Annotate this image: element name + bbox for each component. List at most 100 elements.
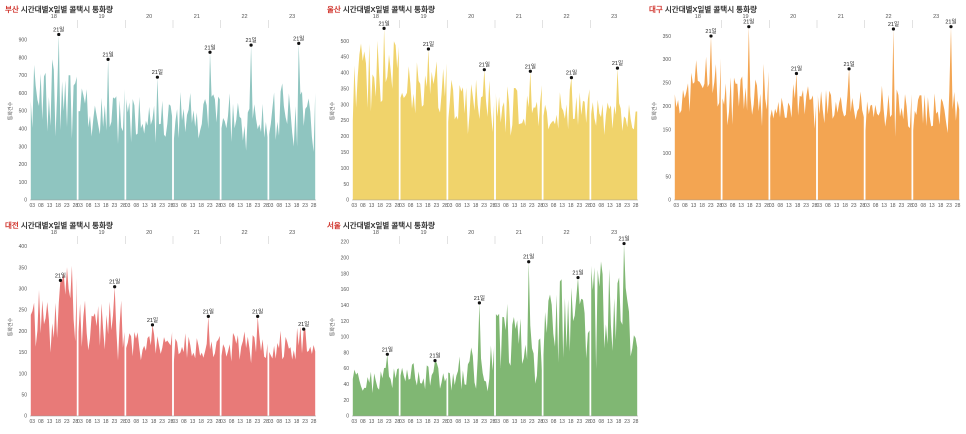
x-tick-label: 18 (520, 203, 526, 209)
y-tick-label: 100 (341, 166, 350, 172)
facet-label: 23 (289, 14, 295, 20)
x-tick-label: 23 (386, 419, 392, 425)
x-tick-label: 03 (352, 419, 358, 425)
city-name: 대구 (649, 5, 663, 14)
facet-label: 19 (420, 14, 426, 20)
x-tick-label: 08 (503, 419, 509, 425)
area-series (913, 26, 960, 201)
area-series (448, 69, 495, 200)
x-tick-label: 13 (94, 419, 100, 425)
y-tick-label: 200 (341, 255, 350, 261)
x-tick-label: 13 (464, 203, 470, 209)
facet-label: 20 (468, 230, 474, 236)
x-tick-label: 13 (47, 203, 53, 209)
y-tick-label: 900 (19, 38, 28, 44)
x-tick-label: 28 (490, 419, 496, 425)
x-tick-label: 13 (738, 203, 744, 209)
x-tick-label: 18 (890, 203, 896, 209)
x-tick-label: 23 (64, 419, 70, 425)
y-tick-label: 400 (19, 127, 28, 133)
y-tick-label: 0 (346, 198, 349, 204)
title-text: 시간대별X일별 콜택시 통화량 (342, 221, 435, 230)
y-axis-label: 통화건수 (7, 317, 14, 336)
x-tick-label: 03 (125, 203, 131, 209)
x-tick-label: 03 (542, 203, 548, 209)
x-tick-label: 23 (946, 203, 952, 209)
area-series (591, 68, 638, 200)
facet-label: 23 (289, 230, 295, 236)
x-tick-label: 13 (691, 203, 697, 209)
facet-label: 18 (51, 230, 57, 236)
peak-annotation: 21일 (293, 34, 304, 42)
y-tick-label: 150 (341, 150, 350, 156)
area-series (173, 52, 220, 200)
y-tick-label: 300 (19, 287, 28, 293)
x-tick-label: 23 (803, 203, 809, 209)
area-series (352, 354, 399, 416)
peak-annotation: 21일 (429, 352, 440, 360)
x-tick-label: 28 (395, 419, 401, 425)
x-tick-label: 23 (64, 203, 70, 209)
facet-label: 21 (516, 14, 522, 20)
y-tick-label: 400 (341, 71, 350, 77)
area-series (78, 286, 125, 416)
x-tick-label: 13 (607, 419, 613, 425)
x-tick-label: 23 (112, 203, 118, 209)
panel-title: 부산 시간대별X일별 콜택시 통화량 (5, 4, 113, 15)
x-tick-label: 08 (920, 203, 926, 209)
y-tick-label: 100 (19, 180, 28, 186)
x-tick-label: 08 (551, 203, 557, 209)
x-tick-label: 18 (795, 203, 801, 209)
x-tick-label: 08 (455, 419, 461, 425)
x-tick-label: 08 (181, 203, 187, 209)
peak-point (426, 47, 431, 51)
peak-annotation: 21일 (705, 27, 716, 35)
city-name: 울산 (327, 5, 341, 14)
x-tick-label: 03 (447, 419, 453, 425)
x-tick-label: 13 (190, 419, 196, 425)
peak-annotation: 21일 (523, 253, 534, 261)
peak-point (206, 314, 210, 319)
peak-point (709, 34, 713, 38)
x-tick-label: 23 (386, 203, 392, 209)
y-tick-label: 100 (663, 151, 672, 157)
area-series (865, 29, 912, 200)
x-tick-label: 28 (538, 203, 544, 209)
x-tick-label: 28 (216, 203, 222, 209)
x-tick-label: 08 (38, 419, 44, 425)
x-tick-label: 03 (173, 203, 179, 209)
y-tick-label: 20 (343, 398, 349, 404)
x-tick-label: 18 (294, 203, 300, 209)
x-tick-label: 23 (756, 203, 762, 209)
x-tick-label: 03 (352, 203, 358, 209)
area-series (78, 59, 125, 201)
y-tick-label: 800 (19, 55, 28, 61)
x-tick-label: 23 (624, 419, 630, 425)
y-axis-label: 통화건수 (329, 101, 336, 120)
x-tick-label: 28 (120, 203, 126, 209)
y-tick-label: 60 (343, 366, 349, 372)
x-tick-label: 13 (512, 419, 518, 425)
panel-title: 대구 시간대별X일별 콜택시 통화량 (649, 4, 757, 15)
x-tick-label: 08 (360, 203, 366, 209)
peak-point (847, 67, 851, 71)
x-tick-label: 18 (520, 419, 526, 425)
x-tick-label: 23 (207, 203, 213, 209)
y-tick-label: 150 (19, 350, 28, 356)
facet-label: 21 (838, 14, 844, 20)
x-tick-label: 23 (159, 203, 165, 209)
x-tick-label: 23 (302, 419, 308, 425)
peak-point (155, 75, 159, 79)
x-tick-label: 03 (542, 419, 548, 425)
x-tick-label: 28 (585, 203, 591, 209)
x-tick-label: 28 (633, 203, 639, 209)
x-tick-label: 03 (399, 419, 405, 425)
area-series (543, 77, 590, 200)
x-tick-label: 28 (538, 419, 544, 425)
y-tick-label: 150 (663, 127, 672, 133)
y-tick-label: 200 (19, 162, 28, 168)
x-tick-label: 13 (190, 203, 196, 209)
x-tick-label: 13 (512, 203, 518, 209)
area-series (269, 326, 316, 416)
x-tick-label: 03 (268, 419, 274, 425)
